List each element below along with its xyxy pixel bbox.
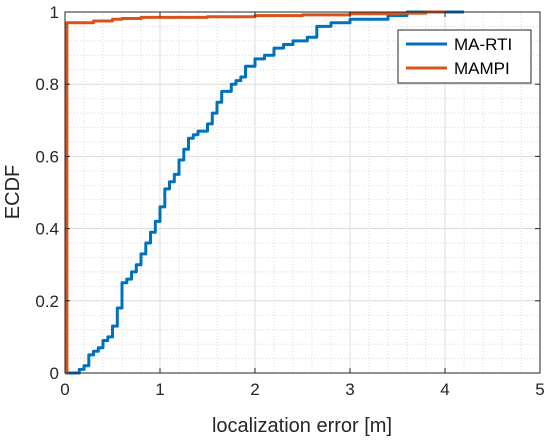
legend-label-mampi: MAMPI	[454, 59, 510, 78]
y-tick-label: 0.4	[35, 220, 59, 239]
y-tick-label: 0	[50, 364, 59, 383]
x-tick-label: 2	[250, 380, 259, 399]
x-tick-label: 4	[440, 380, 449, 399]
legend-box	[397, 29, 532, 84]
x-tick-label: 1	[155, 380, 164, 399]
y-tick-label: 0.6	[35, 147, 59, 166]
legend-label-ma-rti: MA-RTI	[454, 35, 512, 54]
legend: MA-RTI MAMPI	[397, 29, 532, 84]
y-tick-label: 0.8	[35, 75, 59, 94]
x-tick-label: 0	[60, 380, 69, 399]
x-axis-label: localization error [m]	[212, 415, 392, 437]
x-tick-label: 3	[345, 380, 354, 399]
series-line-mampi	[65, 10, 445, 375]
plot-frame	[64, 11, 541, 374]
x-tick-label: 5	[535, 380, 544, 399]
y-axis-label: ECDF	[2, 165, 24, 219]
series-line-ma-rti	[65, 10, 464, 375]
y-tick-label: 1	[50, 3, 59, 22]
y-tick-label: 0.2	[35, 292, 59, 311]
minor-grid	[65, 12, 540, 373]
ticks-layer: 0 1 2 3 4 5 0 0.2 0.4 0.6 0.8 1	[35, 3, 544, 399]
